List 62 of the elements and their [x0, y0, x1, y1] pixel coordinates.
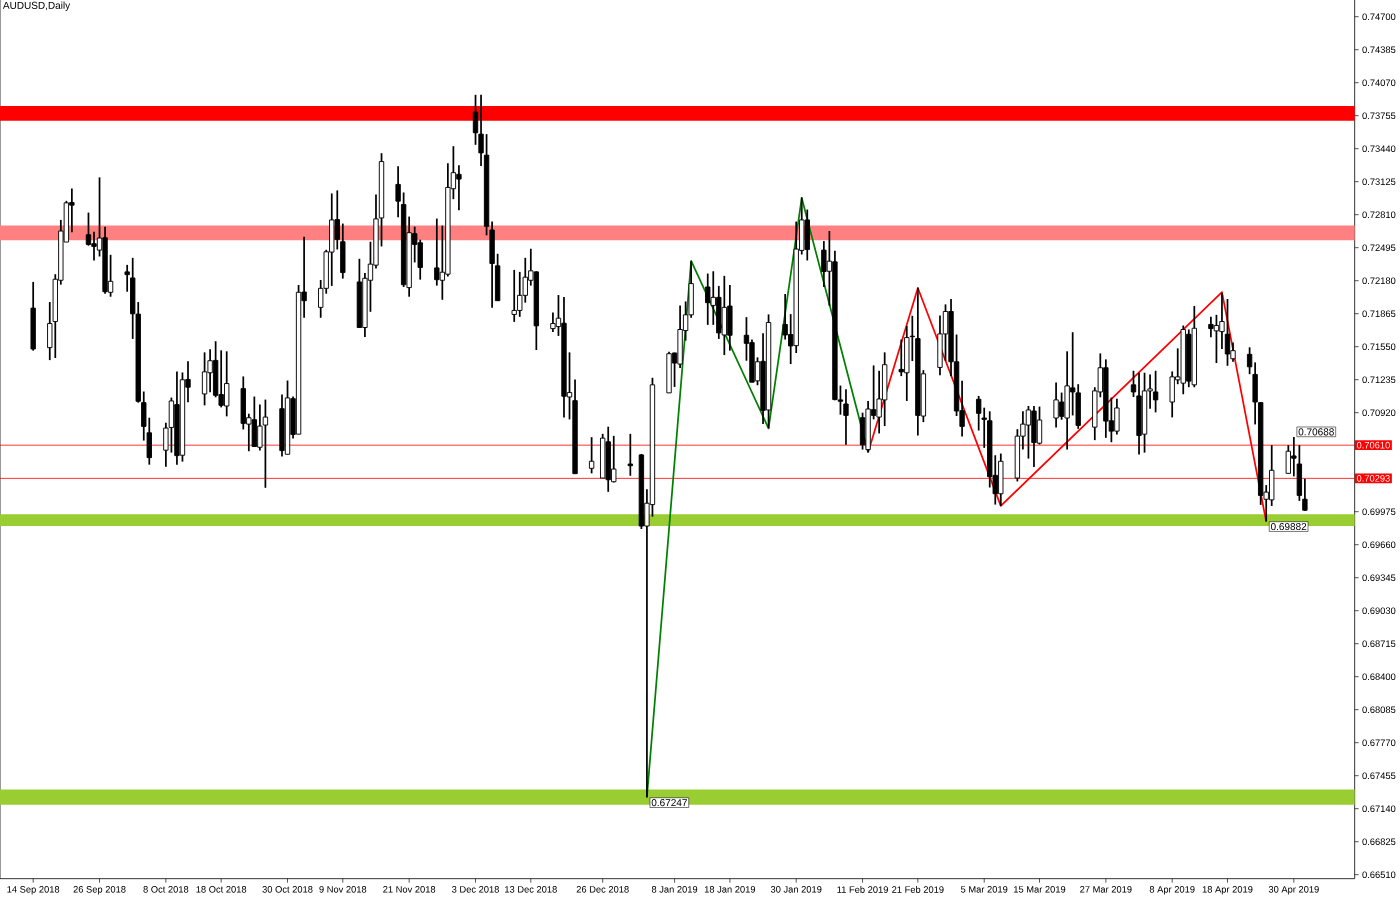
x-tick-label: 11 Feb 2019 [837, 886, 888, 893]
x-tick-label: 21 Feb 2019 [892, 886, 944, 893]
x-tick-label: 30 Oct 2018 [262, 886, 313, 893]
candlestick [1246, 346, 1253, 376]
candlestick [588, 436, 595, 475]
x-tick-label: 30 Apr 2019 [1268, 886, 1319, 895]
candlestick [627, 432, 634, 477]
candlestick [843, 388, 849, 446]
ref-line-label: 0.70610 [1356, 441, 1390, 449]
candlestick [472, 93, 479, 146]
y-tick-label: 0.68400 [1362, 673, 1396, 680]
candlestick [478, 93, 484, 167]
y-tick-label: 0.72810 [1362, 211, 1396, 218]
y-tick-label: 0.71550 [1362, 343, 1396, 350]
y-tick-label: 0.73440 [1362, 145, 1396, 152]
y-tick-label: 0.69660 [1362, 541, 1396, 548]
x-tick-label: 9 Nov 2018 [319, 886, 367, 893]
y-tick-label: 0.74385 [1362, 46, 1396, 53]
y-tick-label: 0.67140 [1362, 805, 1396, 812]
y-tick-label: 0.69030 [1362, 607, 1396, 614]
x-tick-label: 8 Oct 2018 [143, 886, 189, 893]
x-tick-label: 26 Dec 2018 [576, 886, 629, 893]
x-tick-label: 18 Oct 2018 [196, 886, 247, 893]
y-tick-label: 0.74700 [1362, 13, 1396, 20]
ref-line-label: 0.70293 [1356, 475, 1390, 482]
y-tick-label: 0.69975 [1362, 508, 1396, 515]
x-tick-label: 18 Jan 2019 [704, 886, 756, 893]
y-tick-label: 0.70920 [1362, 409, 1396, 416]
annotation: 0.67247 [651, 799, 687, 807]
x-tick-label: 8 Apr 2019 [1149, 886, 1195, 895]
candlestick [1130, 369, 1137, 398]
x-tick-label: 3 Dec 2018 [452, 886, 499, 893]
x-tick-label: 14 Sep 2018 [7, 886, 60, 895]
y-tick-label: 0.69345 [1362, 574, 1396, 581]
x-tick-label: 30 Jan 2019 [770, 886, 822, 893]
y-tick-label: 0.67455 [1362, 772, 1396, 779]
x-tick-label: 27 Mar 2019 [1080, 886, 1132, 893]
y-tick-label: 0.71865 [1362, 310, 1396, 317]
x-tick-label: 21 Nov 2018 [383, 886, 436, 893]
annotation: 0.70688 [1298, 428, 1334, 436]
y-tick-label: 0.74070 [1362, 79, 1396, 86]
y-tick-label: 0.68715 [1362, 640, 1396, 647]
x-tick-label: 5 Mar 2019 [960, 886, 1008, 893]
y-tick-label: 0.66825 [1362, 838, 1396, 845]
x-tick-label: 8 Jan 2019 [651, 886, 698, 893]
y-tick-label: 0.73755 [1362, 112, 1396, 119]
y-tick-label: 0.72495 [1362, 244, 1396, 251]
y-tick-label: 0.68085 [1362, 706, 1396, 713]
y-tick-label: 0.67770 [1362, 739, 1396, 746]
x-tick-label: 13 Dec 2018 [505, 886, 557, 893]
candlestick [124, 264, 130, 293]
annotation: 0.69882 [1270, 523, 1307, 531]
y-tick-label: 0.73125 [1362, 178, 1396, 185]
x-tick-label: 26 Sep 2018 [73, 886, 126, 895]
candlestick [1302, 477, 1308, 512]
y-tick-label: 0.66510 [1362, 871, 1396, 878]
x-tick-label: 18 Apr 2019 [1202, 886, 1253, 895]
y-tick-label: 0.72180 [1362, 277, 1396, 284]
chart-title: AUDUSD,Daily [2, 1, 71, 11]
y-tick-label: 0.71235 [1362, 376, 1396, 383]
x-tick-label: 15 Mar 2019 [1014, 886, 1066, 893]
candlestick [395, 165, 401, 219]
